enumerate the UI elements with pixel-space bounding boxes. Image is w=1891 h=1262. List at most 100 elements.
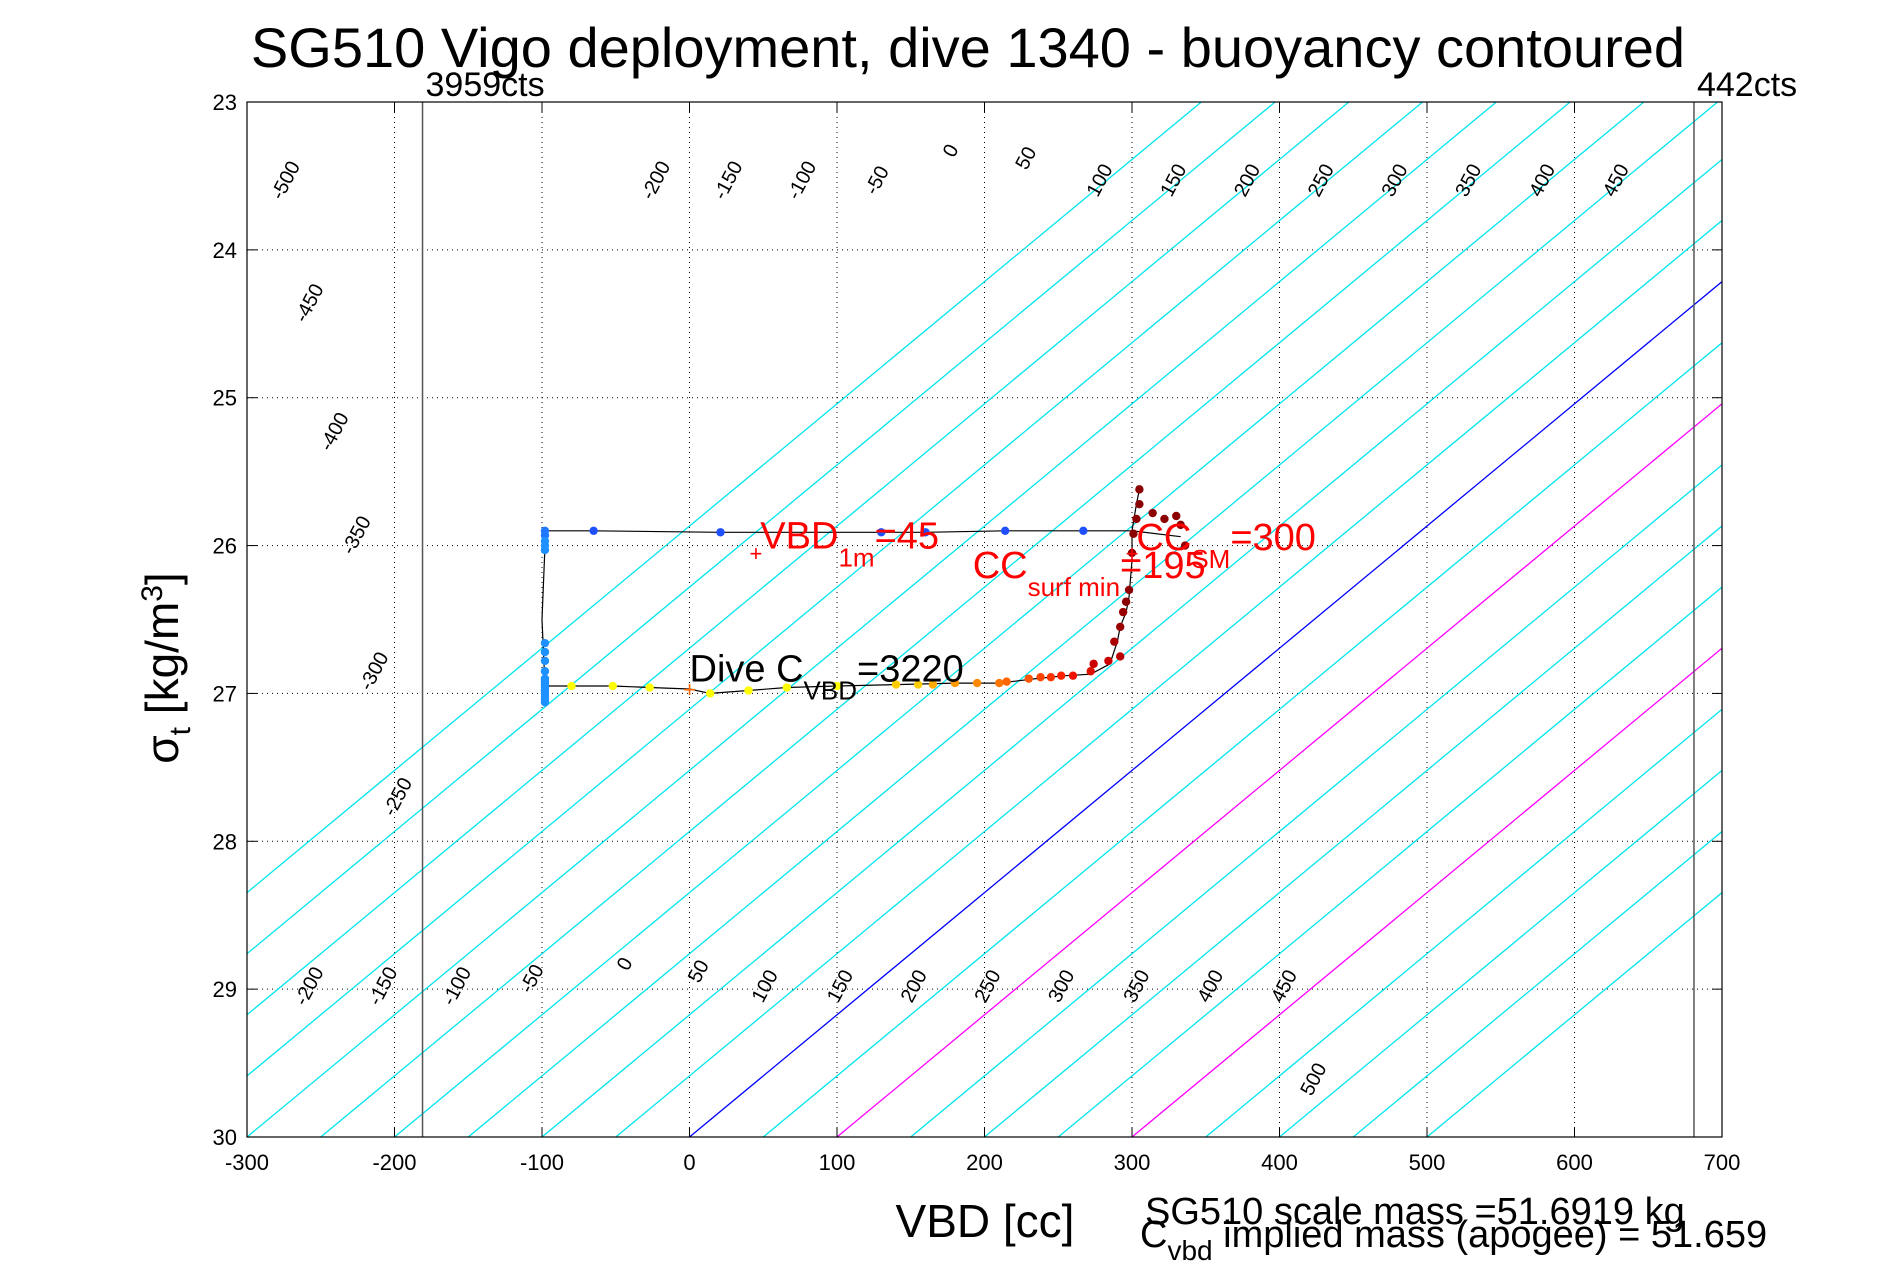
dive-sample-point xyxy=(540,545,550,555)
annotation-ccsm: CCSM=300 xyxy=(1136,517,1315,574)
dive-sample-point xyxy=(891,680,901,689)
contour-label: 200 xyxy=(897,966,932,1006)
contour-label: -200 xyxy=(290,963,328,1009)
x-tick-label: 700 xyxy=(1704,1150,1741,1175)
contour-label: 250 xyxy=(1304,161,1339,201)
contour-line xyxy=(1352,830,1722,1137)
y-tick-label: 30 xyxy=(213,1125,237,1150)
contour-line xyxy=(1131,647,1722,1137)
dive-sample-point xyxy=(1132,514,1141,524)
contour-label: 150 xyxy=(1156,161,1191,201)
x-tick-label: -100 xyxy=(520,1150,564,1175)
contour-line xyxy=(910,464,1722,1137)
y-axis-label: σt [kg/m3] xyxy=(136,572,197,763)
dive-sample-point xyxy=(589,526,598,535)
contour-line xyxy=(762,341,1722,1137)
contour-line xyxy=(1279,769,1722,1137)
y-tick-label: 23 xyxy=(213,90,237,115)
contour-line xyxy=(247,102,1497,1137)
contour-label: 450 xyxy=(1599,161,1634,201)
dive-sample-point xyxy=(744,686,753,695)
dive-sample-point xyxy=(1121,597,1131,606)
dive-sample-point xyxy=(1104,656,1113,666)
contour-label: -150 xyxy=(709,158,747,204)
contour-label: -250 xyxy=(379,774,417,820)
contour-label: 0 xyxy=(939,141,964,161)
contour-label: 0 xyxy=(613,954,638,974)
implied-mass-note: Cvbd implied mass (apogee) = 51.659 xyxy=(1140,1214,1767,1262)
x-tick-label: 100 xyxy=(819,1150,856,1175)
contour-line xyxy=(247,102,1423,1077)
contour-label: 50 xyxy=(1011,143,1041,173)
contour-label: -200 xyxy=(637,158,675,204)
dive-sample-point xyxy=(1079,526,1088,535)
dive-sample-point xyxy=(1176,520,1185,530)
dive-sample-point xyxy=(1089,659,1098,669)
dive-sample-point xyxy=(913,680,923,689)
x-tick-label: 300 xyxy=(1114,1150,1151,1175)
chart-title: SG510 Vigo deployment, dive 1340 - buoya… xyxy=(251,16,1685,79)
dive-sample-point xyxy=(540,647,550,657)
x-tick-label: 400 xyxy=(1261,1150,1298,1175)
contour-label: 200 xyxy=(1230,161,1265,201)
contour-line xyxy=(467,102,1718,1137)
y-tick-label: 27 xyxy=(213,681,237,706)
contour-label: 100 xyxy=(1083,161,1118,201)
contour-label: -50 xyxy=(861,163,894,199)
dive-sample-point xyxy=(1118,607,1128,617)
contour-line xyxy=(1426,891,1722,1137)
dive-sample-point xyxy=(1036,672,1045,682)
dive-sample-point xyxy=(928,680,938,689)
dive-sample-point xyxy=(921,528,930,537)
dive-sample-point xyxy=(1068,671,1078,680)
contour-line xyxy=(615,219,1722,1137)
annotation-ccsurf: CCsurf min=195 xyxy=(973,545,1206,602)
contour-labels: -500-450-400-350-300-250-200 -150 -100 -500… xyxy=(267,141,1634,1100)
dive-sample-point xyxy=(995,678,1004,688)
scale-mass-note: SG510 scale mass =51.6919 kg xyxy=(1145,1191,1685,1233)
dive-sample-point xyxy=(705,689,715,698)
dive-sample-point xyxy=(1046,672,1056,682)
dive-sample-point xyxy=(1002,677,1011,686)
contour-line xyxy=(984,525,1722,1137)
contour-label: 300 xyxy=(1044,966,1079,1006)
marker-plus: + xyxy=(1126,541,1139,566)
dive-sample-point xyxy=(950,678,960,688)
contour-line xyxy=(689,280,1722,1137)
contour-label: -450 xyxy=(290,280,328,326)
contour-label: -100 xyxy=(783,158,821,204)
dive-sample-point xyxy=(540,698,550,707)
dive-sample-point xyxy=(1127,548,1137,558)
dive-sample-point xyxy=(1160,514,1169,524)
dive-sample-point xyxy=(972,678,982,688)
contour-label: 50 xyxy=(684,957,714,987)
contour-line xyxy=(836,402,1722,1137)
dive-sample-point xyxy=(1086,667,1095,676)
contour-line xyxy=(1057,586,1722,1137)
contour-label: -100 xyxy=(438,963,476,1009)
svg-text:σt [kg/m3]: σt [kg/m3] xyxy=(136,572,197,763)
x-tick-label: -300 xyxy=(225,1150,269,1175)
contour-label: 500 xyxy=(1296,1060,1331,1100)
dive-sample-point xyxy=(645,683,654,692)
dive-sample-point xyxy=(1124,585,1134,595)
contour-label: -50 xyxy=(516,961,549,997)
axes: -300 -200 -100 0 100 200 300 400 500 600 700232425… xyxy=(213,90,1741,1175)
contour-label: -500 xyxy=(267,158,305,204)
contour-label: -300 xyxy=(355,649,393,695)
contour-line xyxy=(247,102,1276,955)
marker-plus: + xyxy=(749,541,762,566)
x-tick-label: 200 xyxy=(966,1150,1003,1175)
limit-label: 442cts xyxy=(1697,66,1797,104)
dive-sample-point xyxy=(1129,529,1138,538)
contour-line xyxy=(394,102,1645,1137)
dive-sample-point xyxy=(540,531,550,540)
contour-label: -400 xyxy=(316,409,354,455)
contour-label: 250 xyxy=(971,966,1006,1006)
contour-line xyxy=(541,158,1722,1137)
contour-label: 350 xyxy=(1451,161,1486,201)
dive-sample-point xyxy=(1148,508,1157,518)
contour-label: 300 xyxy=(1378,161,1413,201)
limit-label: 3959cts xyxy=(426,66,545,104)
